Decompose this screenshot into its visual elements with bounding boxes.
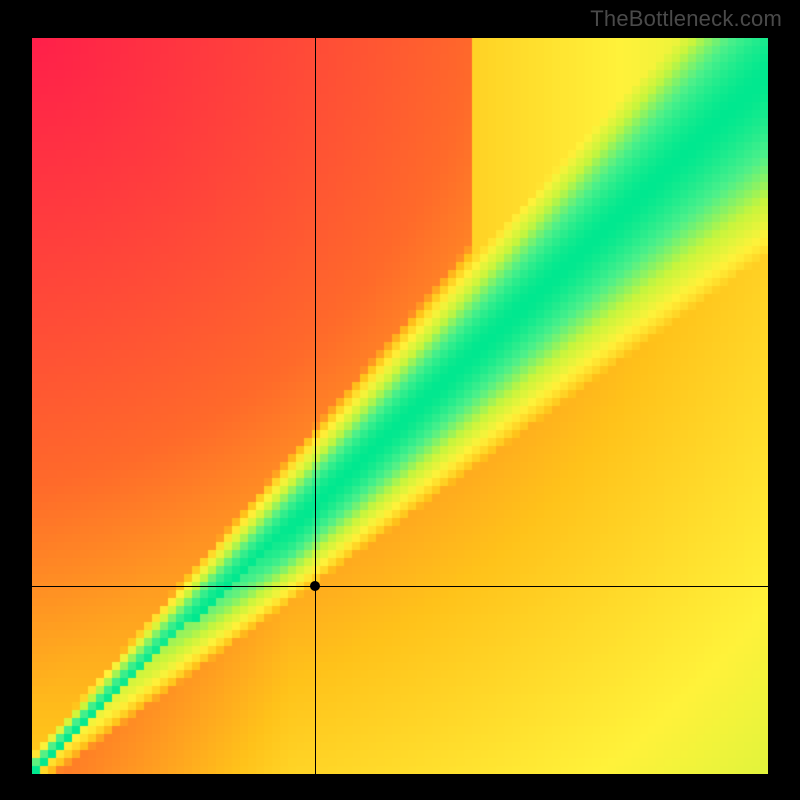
watermark-text: TheBottleneck.com <box>590 6 782 32</box>
marker-point <box>310 581 320 591</box>
heatmap-plot <box>32 38 768 774</box>
heatmap-canvas <box>32 38 768 774</box>
crosshair-vertical <box>315 38 316 774</box>
crosshair-horizontal <box>32 586 768 587</box>
